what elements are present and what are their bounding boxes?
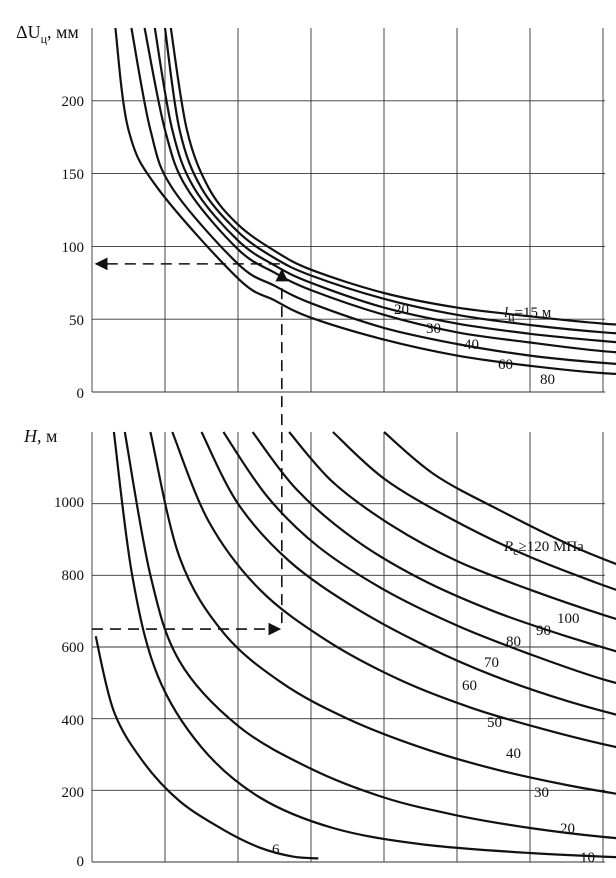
bottom-y-tick-600: 600 xyxy=(62,640,85,656)
top-y-axis-title-main: ΔU xyxy=(16,22,41,42)
bottom-curve-6 xyxy=(94,636,319,860)
top-grid xyxy=(91,28,605,393)
top-y-ticks: 0 50 100 150 200 xyxy=(62,94,85,402)
bottom-curve-label-60: 60 xyxy=(462,678,477,694)
bottom-curve-50 xyxy=(200,431,616,716)
bottom-curve-100 xyxy=(383,431,616,566)
top-y-axis-title-sub: ц xyxy=(41,32,48,46)
bottom-curve-label-100: 100 xyxy=(557,611,580,627)
bottom-curve-10 xyxy=(112,431,616,859)
bottom-param-suffix: ≥120 МПа xyxy=(519,539,585,555)
top-curve-label-30: 30 xyxy=(426,321,441,337)
top-y-tick-150: 150 xyxy=(62,167,85,183)
bottom-curve-label-70: 70 xyxy=(484,655,499,671)
bottom-curve-label-6: 6 xyxy=(272,842,280,858)
bottom-curve-40 xyxy=(171,431,616,749)
top-curve-80 xyxy=(114,27,616,375)
bottom-y-tick-400: 400 xyxy=(62,713,85,729)
reading-guide xyxy=(92,257,289,636)
bottom-curve-30 xyxy=(149,431,616,795)
top-y-tick-100: 100 xyxy=(62,240,85,256)
bottom-y-axis-title-unit: , м xyxy=(37,426,57,446)
bottom-curve-label-40: 40 xyxy=(506,746,521,762)
top-param-suffix: =15 м xyxy=(515,305,552,321)
top-curve-15 xyxy=(169,27,616,326)
bottom-param-sub: с xyxy=(513,544,518,558)
bottom-series-param-label: Rс≥120 МПа xyxy=(503,539,584,558)
bottom-curve-label-30: 30 xyxy=(534,785,549,801)
bottom-y-tick-1000: 1000 xyxy=(54,495,84,511)
bottom-curve-label-90: 90 xyxy=(536,623,551,639)
top-curves xyxy=(114,27,616,375)
bottom-y-ticks: 0 200 400 600 800 1000 xyxy=(54,495,84,870)
top-curve-40 xyxy=(143,27,616,354)
bottom-y-axis-title: H, м xyxy=(23,426,57,446)
bottom-curve-label-20: 20 xyxy=(560,821,575,837)
bottom-curve-label-80: 80 xyxy=(506,634,521,650)
bottom-curve-70 xyxy=(251,431,616,653)
top-y-axis-title: ΔUц, мм xyxy=(16,22,79,46)
top-param-sub: ц xyxy=(508,310,515,324)
top-y-tick-200: 200 xyxy=(62,94,85,110)
top-curve-label-20: 20 xyxy=(394,302,409,318)
top-curve-label-60: 60 xyxy=(498,357,513,373)
bottom-y-tick-200: 200 xyxy=(62,785,85,801)
bottom-panel: H, м 0 200 400 600 800 1000 6 10 20 30 4… xyxy=(23,426,616,870)
bottom-y-tick-800: 800 xyxy=(62,568,85,584)
bottom-curve-90 xyxy=(332,431,616,591)
bottom-curve-label-50: 50 xyxy=(487,715,502,731)
bottom-curve-label-10: 10 xyxy=(580,850,595,866)
top-panel: ΔUц, мм 0 50 100 150 200 20 30 40 60 80 … xyxy=(16,22,616,402)
bottom-param-main: R xyxy=(503,539,513,555)
top-series-param-label: lц=15 м xyxy=(504,305,552,324)
top-param-main: l xyxy=(504,305,508,321)
top-curve-30 xyxy=(153,27,616,344)
bottom-y-tick-0: 0 xyxy=(77,854,85,870)
bottom-curve-labels: 6 10 20 30 40 50 60 70 80 90 100 Rс≥120 … xyxy=(272,539,595,866)
top-y-axis-title-unit: , мм xyxy=(47,22,79,42)
top-y-tick-0: 0 xyxy=(77,386,85,402)
top-curve-20 xyxy=(163,27,616,335)
top-curve-60 xyxy=(130,27,616,365)
bottom-y-axis-title-main: H xyxy=(23,426,38,446)
bottom-curve-80 xyxy=(288,431,616,621)
bottom-curve-20 xyxy=(123,431,616,840)
top-y-tick-50: 50 xyxy=(69,313,84,329)
top-curve-label-40: 40 xyxy=(464,337,479,353)
top-curve-labels: 20 30 40 60 80 lц=15 м xyxy=(394,302,555,388)
top-curve-label-80: 80 xyxy=(540,372,555,388)
